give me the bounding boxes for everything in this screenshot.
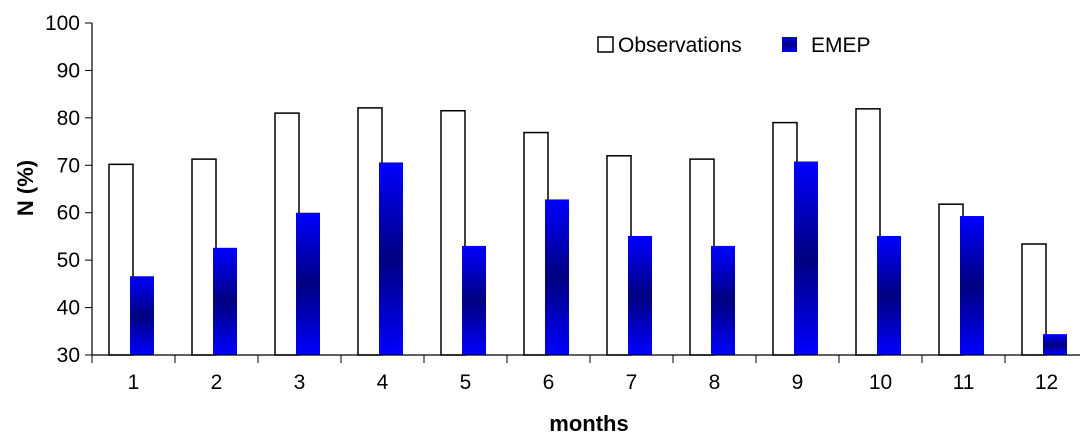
bar-observations-8 xyxy=(689,158,715,356)
bar-emep-6 xyxy=(545,199,569,355)
y-axis-title: N (%) xyxy=(13,160,38,216)
x-tick-label-10: 10 xyxy=(869,371,892,394)
x-axis-title: months xyxy=(549,411,628,435)
y-tick-label-30: 30 xyxy=(57,344,80,367)
y-tick-label-100: 100 xyxy=(45,12,80,35)
x-tick-label-6: 6 xyxy=(543,371,555,394)
legend-label-emep: EMEP xyxy=(811,34,871,57)
bar-observations-1 xyxy=(108,163,134,356)
bar-observations-6 xyxy=(523,131,549,356)
x-tick-label-7: 7 xyxy=(626,371,638,394)
y-tick-label-70: 70 xyxy=(57,154,80,177)
x-tick-label-2: 2 xyxy=(211,371,223,394)
x-tick-label-12: 12 xyxy=(1035,371,1058,394)
bar-emep-11 xyxy=(960,216,984,355)
axes-layer xyxy=(85,22,1080,363)
legend-swatch-emep xyxy=(782,37,797,52)
bar-emep-9 xyxy=(794,161,818,355)
bar-observations-3 xyxy=(274,112,300,356)
x-tick-label-3: 3 xyxy=(294,371,306,394)
x-tick-label-1: 1 xyxy=(128,371,140,394)
legend-swatch-observations xyxy=(597,36,614,53)
legend: Observations EMEP xyxy=(597,34,871,57)
bar-emep-7 xyxy=(628,235,652,355)
x-tick-label-9: 9 xyxy=(792,371,804,394)
bar-observations-10 xyxy=(855,108,881,356)
bar-observations-11 xyxy=(938,203,964,356)
bar-observations-4 xyxy=(357,107,383,356)
bar-emep-12 xyxy=(1043,334,1067,355)
x-tick-label-8: 8 xyxy=(709,371,721,394)
bars-layer xyxy=(108,107,1067,356)
bar-emep-10 xyxy=(877,235,901,355)
x-tick-label-11: 11 xyxy=(953,371,975,394)
bar-emep-2 xyxy=(213,247,237,355)
bar-emep-1 xyxy=(130,276,154,355)
y-tick-label-80: 80 xyxy=(57,107,80,130)
legend-label-observations: Observations xyxy=(618,34,742,57)
x-tick-label-5: 5 xyxy=(460,371,472,394)
bar-emep-5 xyxy=(462,245,486,355)
bar-emep-4 xyxy=(379,162,403,355)
bar-observations-12 xyxy=(1021,243,1047,356)
y-tick-label-40: 40 xyxy=(57,297,80,320)
bar-emep-3 xyxy=(296,212,320,355)
bar-observations-7 xyxy=(606,155,632,356)
bar-observations-9 xyxy=(772,121,798,356)
bar-observations-5 xyxy=(440,109,466,356)
y-tick-label-50: 50 xyxy=(57,249,80,272)
bar-observations-2 xyxy=(191,158,217,356)
bar-emep-8 xyxy=(711,245,735,355)
x-tick-label-4: 4 xyxy=(377,371,389,394)
y-tick-label-90: 90 xyxy=(57,59,80,82)
y-tick-label-60: 60 xyxy=(57,202,80,225)
